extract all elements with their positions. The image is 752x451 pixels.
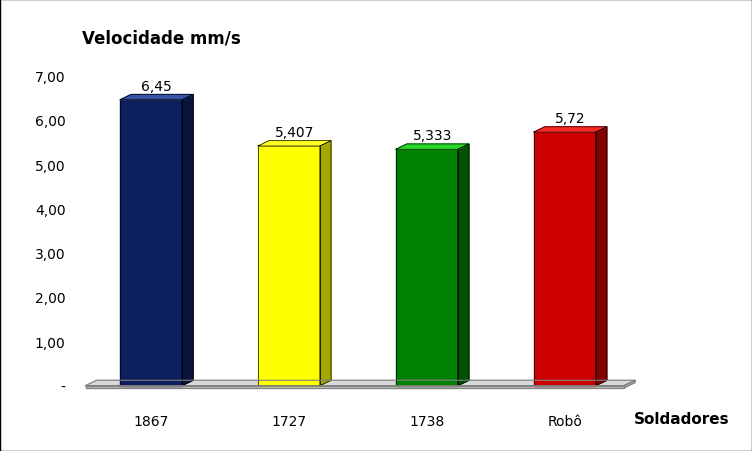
Polygon shape — [182, 95, 193, 386]
Text: 5,72: 5,72 — [555, 112, 586, 126]
Polygon shape — [624, 381, 635, 388]
Polygon shape — [320, 141, 331, 386]
Polygon shape — [534, 133, 596, 386]
Polygon shape — [258, 147, 320, 386]
Text: 5,333: 5,333 — [413, 129, 452, 143]
Polygon shape — [396, 145, 469, 150]
Polygon shape — [258, 141, 331, 147]
Text: 5,407: 5,407 — [274, 126, 314, 140]
Text: Soldadores: Soldadores — [634, 411, 729, 426]
Polygon shape — [396, 150, 458, 386]
Polygon shape — [458, 145, 469, 386]
Polygon shape — [120, 101, 182, 386]
Polygon shape — [534, 128, 607, 133]
Polygon shape — [86, 386, 624, 388]
Text: Velocidade mm/s: Velocidade mm/s — [81, 29, 241, 47]
Polygon shape — [596, 128, 607, 386]
Polygon shape — [86, 381, 635, 386]
Text: 6,45: 6,45 — [141, 79, 172, 93]
Polygon shape — [120, 95, 193, 101]
